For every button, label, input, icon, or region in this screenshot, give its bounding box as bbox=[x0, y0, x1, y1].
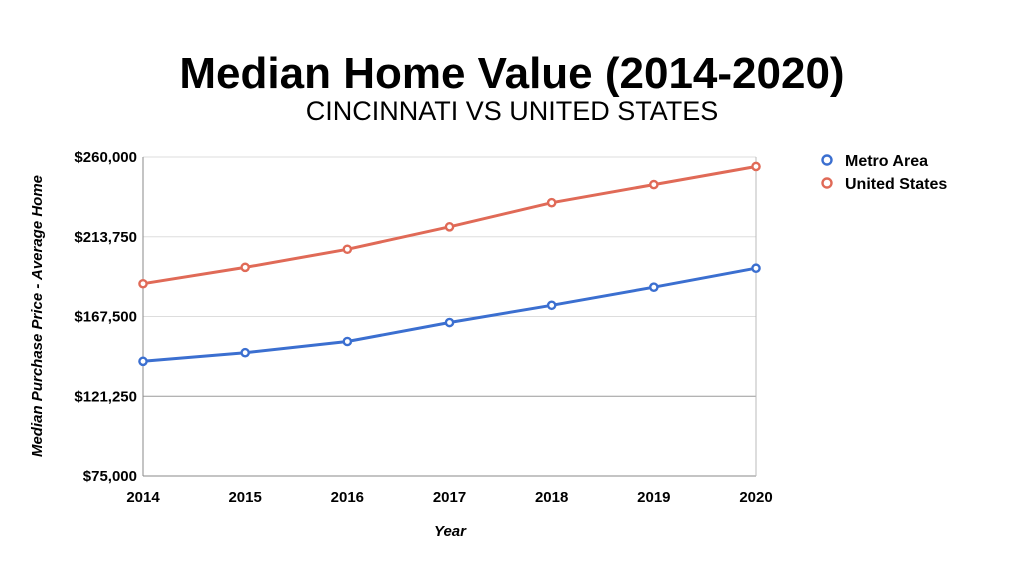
x-tick-label-2020: 2020 bbox=[739, 489, 772, 506]
y-tick-label-3: $213,750 bbox=[74, 229, 137, 246]
x-tick-label-2015: 2015 bbox=[228, 489, 261, 506]
y-tick-label-4: $260,000 bbox=[74, 149, 137, 166]
y-tick-label-2: $167,500 bbox=[74, 309, 137, 326]
point-metro-area-2014 bbox=[138, 356, 148, 367]
point-metro-area-2015 bbox=[240, 347, 250, 358]
axes bbox=[142, 157, 757, 476]
point-metro-area-2017 bbox=[444, 317, 455, 328]
point-united-states-2018 bbox=[546, 197, 557, 208]
legend-marker-metro-area bbox=[821, 154, 833, 166]
point-united-states-2019 bbox=[649, 179, 659, 190]
point-metro-area-2019 bbox=[649, 282, 659, 292]
point-united-states-2020 bbox=[751, 161, 761, 172]
point-united-states-2015 bbox=[240, 262, 250, 273]
x-tick-labels: 2014 2015 2016 2017 2018 2019 2020 bbox=[126, 489, 772, 506]
x-tick-label-2019: 2019 bbox=[637, 489, 670, 506]
y-tick-labels: $75,000 $121,250 $167,500 $213,750 $260,000 bbox=[74, 149, 137, 485]
x-tick-label-2014: 2014 bbox=[126, 489, 160, 506]
legend-marker-united-states bbox=[821, 177, 833, 189]
y-tick-label-0: $75,000 bbox=[83, 468, 137, 485]
chart-title: Median Home Value (2014-2020) bbox=[179, 49, 844, 98]
series-line-metro-area bbox=[141, 266, 758, 363]
x-tick-label-2018: 2018 bbox=[535, 489, 568, 506]
point-metro-area-2016 bbox=[342, 336, 353, 347]
chart-subtitle: CINCINNATI VS UNITED STATES bbox=[306, 96, 719, 126]
grid-lines bbox=[143, 156, 756, 477]
point-united-states-2017 bbox=[444, 222, 455, 232]
series-group bbox=[138, 161, 761, 367]
x-axis-label: Year bbox=[434, 523, 467, 540]
point-metro-area-2020 bbox=[751, 263, 761, 274]
point-united-states-2014 bbox=[138, 278, 148, 289]
x-tick-label-2017: 2017 bbox=[433, 489, 466, 506]
point-metro-area-2018 bbox=[546, 300, 557, 311]
legend-label-metro-area: Metro Area bbox=[845, 153, 928, 170]
y-tick-label-1: $121,250 bbox=[74, 388, 137, 405]
x-tick-label-2016: 2016 bbox=[331, 489, 364, 506]
y-axis-label: Median Purchase Price - Average Home bbox=[29, 175, 46, 457]
legend: Metro Area United States bbox=[821, 153, 947, 193]
point-united-states-2016 bbox=[342, 244, 353, 255]
legend-label-united-states: United States bbox=[845, 176, 947, 193]
